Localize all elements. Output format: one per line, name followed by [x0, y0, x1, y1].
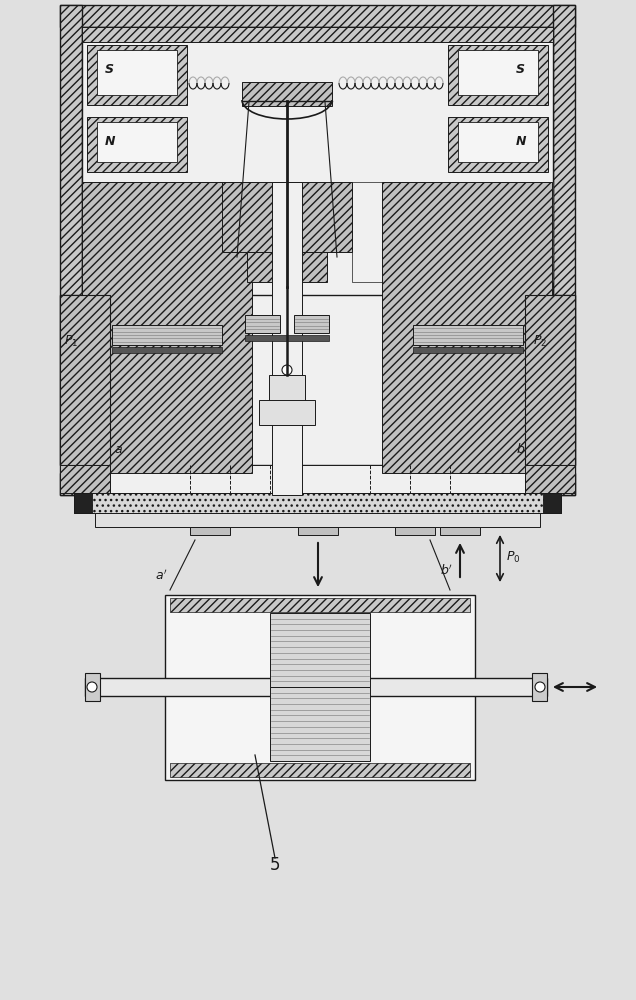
Bar [85, 673, 100, 701]
Bar [165, 595, 475, 780]
Bar [532, 673, 547, 701]
Bar [170, 763, 470, 777]
Bar [74, 493, 561, 513]
Bar [97, 50, 177, 95]
Text: $P_1$: $P_1$ [64, 334, 78, 349]
Bar [269, 375, 305, 405]
Bar [60, 295, 110, 465]
Bar [82, 27, 553, 473]
Bar [60, 473, 575, 495]
Bar [413, 347, 523, 353]
Bar [82, 182, 252, 473]
Circle shape [535, 682, 545, 692]
Bar [270, 687, 370, 761]
Bar [298, 527, 338, 535]
Bar [95, 513, 540, 527]
Bar [270, 613, 370, 687]
Bar [247, 252, 327, 282]
Text: $P_2$: $P_2$ [533, 334, 547, 349]
Bar [242, 82, 332, 106]
Bar [448, 117, 548, 172]
Bar [87, 45, 187, 105]
Bar [382, 182, 552, 473]
Bar [352, 182, 553, 282]
Bar [170, 598, 470, 612]
Text: a: a [114, 443, 121, 456]
Text: S: S [105, 63, 114, 76]
Bar [259, 400, 315, 425]
Bar [82, 27, 553, 42]
Text: $b'$: $b'$ [440, 564, 453, 578]
Bar [85, 678, 547, 696]
Bar [110, 465, 525, 493]
Text: $a'$: $a'$ [155, 568, 167, 583]
Bar [294, 315, 329, 333]
Text: N: N [105, 135, 116, 148]
Bar [60, 5, 82, 495]
Bar [395, 527, 435, 535]
Bar [245, 315, 280, 333]
Bar [60, 465, 110, 493]
Bar [190, 527, 230, 535]
Circle shape [87, 682, 97, 692]
Bar [112, 347, 222, 353]
Text: b: b [517, 443, 525, 456]
Bar [525, 465, 575, 493]
Bar [440, 527, 480, 535]
Bar [60, 295, 575, 465]
Text: 5: 5 [270, 856, 280, 874]
Bar [112, 325, 222, 345]
Text: $P_0$: $P_0$ [506, 550, 520, 565]
Circle shape [282, 365, 292, 375]
Text: S: S [516, 63, 525, 76]
Bar [82, 182, 222, 282]
Bar [245, 335, 329, 341]
Bar [222, 182, 352, 252]
Bar [448, 45, 548, 105]
Bar [413, 325, 523, 345]
Bar [82, 27, 553, 473]
Text: N: N [516, 135, 527, 148]
Bar [525, 295, 575, 465]
Bar [74, 493, 92, 513]
Bar [97, 122, 177, 162]
Bar [60, 5, 575, 27]
Bar [458, 122, 538, 162]
Bar [543, 493, 561, 513]
Bar [272, 182, 302, 495]
Bar [458, 50, 538, 95]
Bar [553, 5, 575, 495]
Bar [87, 117, 187, 172]
